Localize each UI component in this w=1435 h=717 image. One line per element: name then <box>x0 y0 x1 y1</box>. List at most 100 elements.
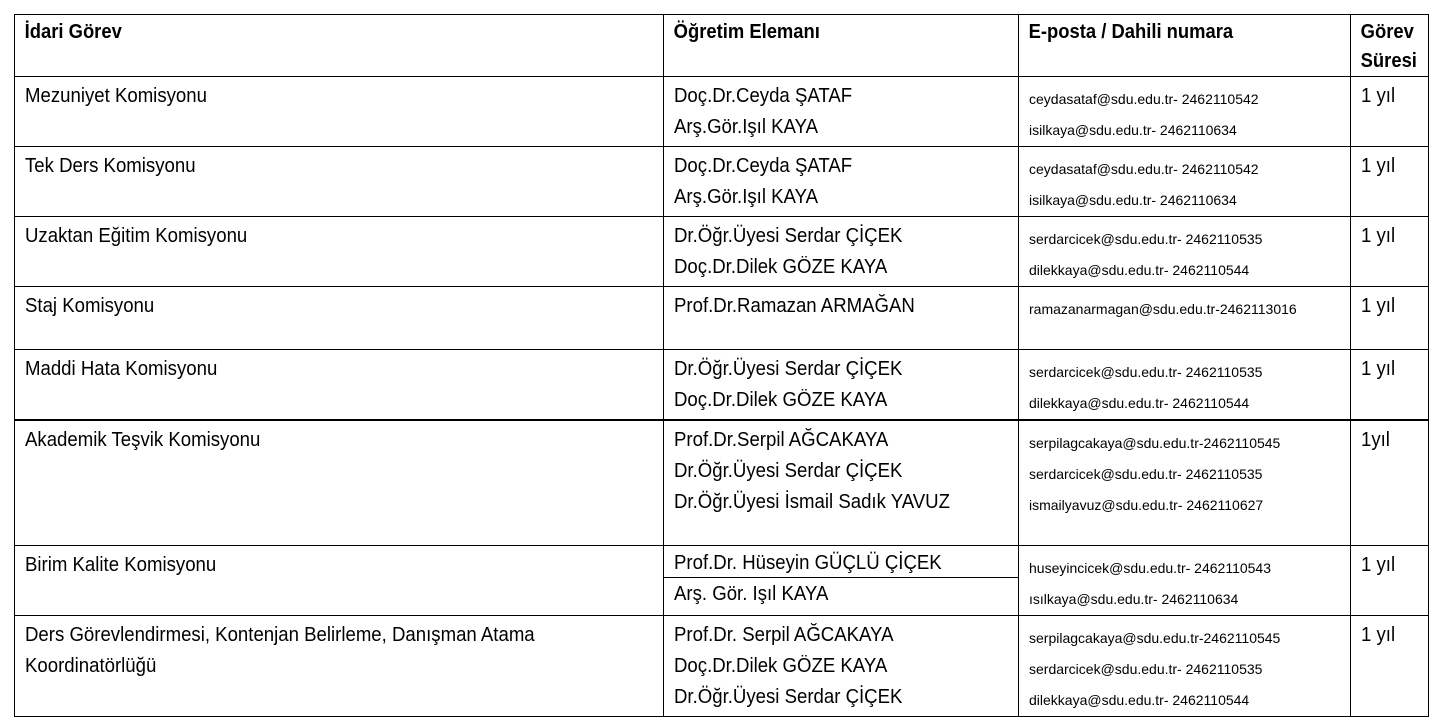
contact-email-phone: ramazanarmagan@sdu.edu.tr-2462113016 <box>1029 301 1297 317</box>
contact-email-phone: ceydasataf@sdu.edu.tr- 2462110542 <box>1029 91 1259 107</box>
duty-cell: Staj Komisyonu <box>14 286 664 350</box>
member-name: Arş.Gör.Işıl KAYA <box>674 116 819 138</box>
table-row: Staj Komisyonu Prof.Dr.Ramazan ARMAĞAN ram… <box>14 286 1429 350</box>
duty-name: Mezuniyet Komisyonu <box>25 85 207 107</box>
duty-cell: Ders Görevlendirmesi, Kontenjan Belirlem… <box>14 614 664 717</box>
contact-cell: ceydasataf@sdu.edu.tr- 2462110542 isilkay… <box>1018 146 1351 217</box>
contact-email-phone: ısılkaya@sdu.edu.tr- 2462110634 <box>1029 590 1239 607</box>
term-value: 1 yıl <box>1361 155 1396 177</box>
duty-name: Ders Görevlendirmesi, Kontenjan Belirlem… <box>25 623 535 646</box>
contact-cell: serdarcicek@sdu.edu.tr- 2462110535 dilekk… <box>1018 216 1351 287</box>
term-cell: 1 yıl <box>1350 286 1429 350</box>
duty-cell: Maddi Hata Komisyonu <box>14 349 664 421</box>
member-name: Dr.Öğr.Üyesi İsmail Sadık YAVUZ <box>674 491 950 513</box>
member-name: Prof.Dr.Ramazan ARMAĞAN <box>674 295 915 317</box>
member-name: Arş. Gör. Işıl KAYA <box>674 582 829 605</box>
member-name: Doç.Dr.Ceyda ŞATAF <box>674 155 853 177</box>
contact-email-phone: serdarcicek@sdu.edu.tr- 2462110535 <box>1029 466 1263 482</box>
term-cell: 1 yıl <box>1350 614 1429 717</box>
term-value: 1 yıl <box>1361 553 1396 576</box>
term-value: 1 yıl <box>1361 623 1396 646</box>
duty-cell: Akademik Teşvik Komisyonu <box>14 419 664 546</box>
header-contact: E-posta / Dahili numara <box>1018 14 1325 77</box>
member-name: Dr.Öğr.Üyesi Serdar ÇİÇEK <box>674 358 903 380</box>
term-value: 1yıl <box>1361 429 1390 451</box>
table-header-row: İdari Görev Öğretim Elemanı E-posta / Da… <box>14 14 1429 77</box>
term-cell: 1yıl <box>1350 419 1429 546</box>
contact-cell: serdarcicek@sdu.edu.tr- 2462110535 dilekk… <box>1018 349 1351 421</box>
member-cell: Dr.Öğr.Üyesi Serdar ÇİÇEK Doç.Dr.Dilek GÖ… <box>663 216 1019 287</box>
member-cell: Doç.Dr.Ceyda ŞATAF Arş.Gör.Işıl KAYA <box>663 146 1019 217</box>
contact-email-phone: dilekkaya@sdu.edu.tr- 2462110544 <box>1029 395 1250 411</box>
header-duty-label: İdari Görev <box>24 21 122 43</box>
member-cell: Prof.Dr.Serpil AĞCAKAYA Dr.Öğr.Üyesi Serd… <box>663 419 1019 546</box>
header-term-line2: Süresi <box>1360 50 1417 72</box>
duty-name: Akademik Teşvik Komisyonu <box>25 429 261 451</box>
term-cell: 1 yıl <box>1350 216 1429 287</box>
table-row: Birim Kalite Komisyonu Prof.Dr. Hüseyin G… <box>14 544 1429 616</box>
duty-name: Maddi Hata Komisyonu <box>25 358 218 380</box>
contact-cell: huseyincicek@sdu.edu.tr- 2462110543 ısılk… <box>1018 544 1351 616</box>
table-row: Maddi Hata Komisyonu Dr.Öğr.Üyesi Serdar … <box>14 349 1429 421</box>
member-name: Dr.Öğr.Üyesi Serdar ÇİÇEK <box>674 460 903 482</box>
table-row: Uzaktan Eğitim Komisyonu Dr.Öğr.Üyesi Ser… <box>14 216 1429 287</box>
duty-name: Tek Ders Komisyonu <box>25 155 196 177</box>
term-value: 1 yıl <box>1361 85 1396 107</box>
contact-email-phone: dilekkaya@sdu.edu.tr- 2462110544 <box>1029 262 1250 278</box>
contact-email-phone: serdarcicek@sdu.edu.tr- 2462110535 <box>1029 231 1263 247</box>
member-name: Prof.Dr. Hüseyin GÜÇLÜ ÇİÇEK <box>674 551 942 574</box>
member-name: Doç.Dr.Dilek GÖZE KAYA <box>674 256 888 278</box>
member-cell: Prof.Dr. Serpil AĞCAKAYA Doç.Dr.Dilek GÖZ… <box>663 614 1019 717</box>
member-cell: Prof.Dr. Hüseyin GÜÇLÜ ÇİÇEK Arş. Gör. Iş… <box>663 544 1019 616</box>
header-member-label: Öğretim Elemanı <box>673 21 820 43</box>
member-cell: Doç.Dr.Ceyda ŞATAF Arş.Gör.Işıl KAYA <box>663 76 1019 147</box>
duty-name: Staj Komisyonu <box>25 295 155 317</box>
contact-email-phone: dilekkaya@sdu.edu.tr- 2462110544 <box>1029 691 1250 708</box>
contact-email-phone: serdarcicek@sdu.edu.tr- 2462110535 <box>1029 364 1263 380</box>
term-cell: 1 yıl <box>1350 544 1429 616</box>
member-name: Prof.Dr. Serpil AĞCAKAYA <box>674 623 894 646</box>
member-subcell: Prof.Dr. Hüseyin GÜÇLÜ ÇİÇEK <box>664 546 1018 578</box>
contact-email-phone: serpilagcakaya@sdu.edu.tr-2462110545 <box>1029 435 1281 451</box>
duty-name: Uzaktan Eğitim Komisyonu <box>25 225 248 247</box>
member-cell: Dr.Öğr.Üyesi Serdar ÇİÇEK Doç.Dr.Dilek GÖ… <box>663 349 1019 421</box>
contact-cell: serpilagcakaya@sdu.edu.tr-2462110545 serd… <box>1018 614 1351 717</box>
contact-cell: ceydasataf@sdu.edu.tr- 2462110542 isilkay… <box>1018 76 1351 147</box>
contact-email-phone: huseyincicek@sdu.edu.tr- 2462110543 <box>1029 559 1271 576</box>
contact-email-phone: isilkaya@sdu.edu.tr- 2462110634 <box>1029 122 1237 138</box>
contact-email-phone: isilkaya@sdu.edu.tr- 2462110634 <box>1029 192 1237 208</box>
member-name: Doç.Dr.Ceyda ŞATAF <box>674 85 853 107</box>
term-value: 1 yıl <box>1361 295 1396 317</box>
header-term: Görev Süresi <box>1350 14 1423 77</box>
member-name: Dr.Öğr.Üyesi Serdar ÇİÇEK <box>674 225 903 247</box>
term-cell: 1 yıl <box>1350 146 1429 217</box>
contact-email-phone: serpilagcakaya@sdu.edu.tr-2462110545 <box>1029 629 1281 646</box>
term-cell: 1 yıl <box>1350 76 1429 147</box>
member-name: Doç.Dr.Dilek GÖZE KAYA <box>674 389 888 411</box>
header-contact-label: E-posta / Dahili numara <box>1028 21 1233 43</box>
table-row: Ders Görevlendirmesi, Kontenjan Belirlem… <box>14 614 1429 717</box>
member-cell: Prof.Dr.Ramazan ARMAĞAN <box>663 286 1019 350</box>
header-term-line1: Görev <box>1360 21 1414 43</box>
duty-cell: Tek Ders Komisyonu <box>14 146 664 217</box>
duty-cell: Uzaktan Eğitim Komisyonu <box>14 216 664 287</box>
contact-cell: serpilagcakaya@sdu.edu.tr-2462110545 serd… <box>1018 419 1351 546</box>
duty-name: Koordinatörlüğü <box>25 654 157 677</box>
table-row: Akademik Teşvik Komisyonu Prof.Dr.Serpil … <box>14 419 1429 546</box>
header-member: Öğretim Elemanı <box>663 14 991 77</box>
member-name: Prof.Dr.Serpil AĞCAKAYA <box>674 429 889 451</box>
member-name: Dr.Öğr.Üyesi Serdar ÇİÇEK <box>674 685 903 708</box>
administrative-duties-table: İdari Görev Öğretim Elemanı E-posta / Da… <box>14 14 1429 717</box>
member-subcell: Arş. Gör. Işıl KAYA <box>665 578 1018 609</box>
contact-cell: ramazanarmagan@sdu.edu.tr-2462113016 <box>1018 286 1351 350</box>
term-cell: 1 yıl <box>1350 349 1429 421</box>
contact-email-phone: serdarcicek@sdu.edu.tr- 2462110535 <box>1029 660 1263 677</box>
duty-name: Birim Kalite Komisyonu <box>25 553 217 576</box>
term-value: 1 yıl <box>1361 225 1396 247</box>
table-row: Mezuniyet Komisyonu Doç.Dr.Ceyda ŞATAF Arş… <box>14 76 1429 147</box>
duty-cell: Birim Kalite Komisyonu <box>14 544 664 616</box>
member-name: Arş.Gör.Işıl KAYA <box>674 186 819 208</box>
contact-email-phone: ceydasataf@sdu.edu.tr- 2462110542 <box>1029 161 1259 177</box>
term-value: 1 yıl <box>1361 358 1396 380</box>
contact-email-phone: ismailyavuz@sdu.edu.tr- 2462110627 <box>1029 497 1264 513</box>
